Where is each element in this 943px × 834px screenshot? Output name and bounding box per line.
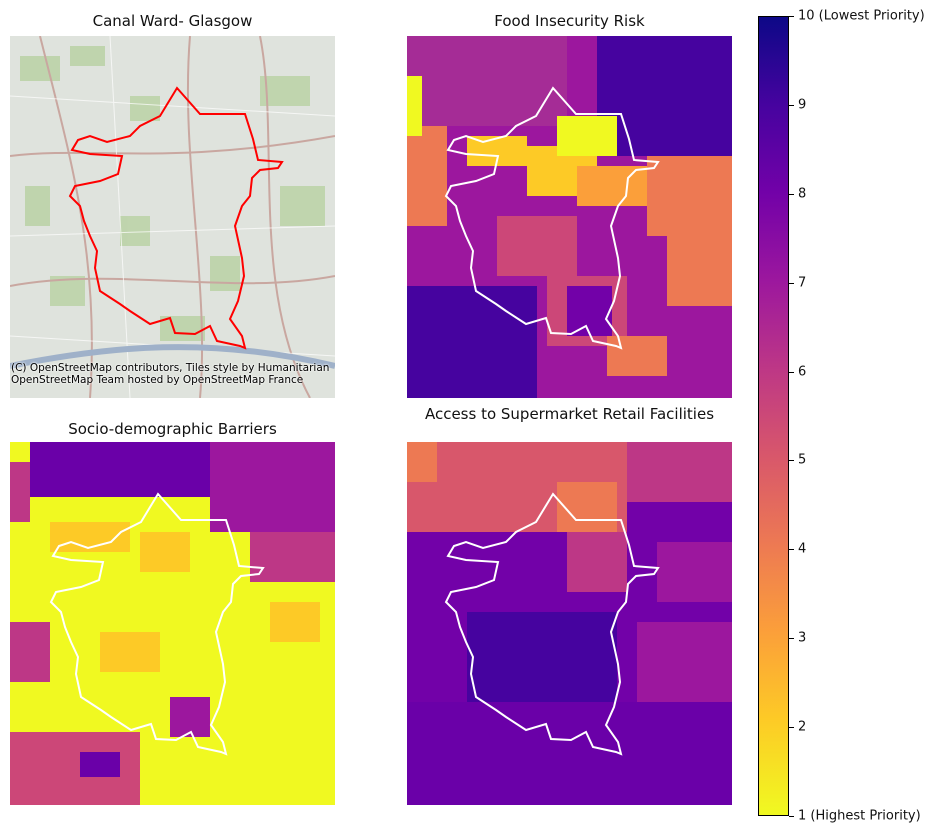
socio-demographic-map	[10, 442, 335, 805]
colorbar-tick-mark	[789, 16, 794, 17]
colorbar-tick-label: 4	[798, 541, 807, 557]
colorbar-tick-label: 7	[798, 275, 807, 291]
colorbar-tick-mark	[789, 282, 794, 284]
panel-title-basemap: Canal Ward- Glasgow	[92, 12, 253, 30]
colorbar-tick-mark	[789, 816, 794, 817]
colorbar	[758, 16, 789, 816]
colorbar-tick-label: 2	[798, 719, 807, 735]
colorbar-tick-mark	[789, 549, 794, 551]
colorbar-tick-mark	[789, 460, 794, 462]
colorbar-tick-label: 1 (Highest Priority)	[798, 808, 921, 824]
colorbar-tick-label: 6	[798, 364, 807, 380]
colorbar-tick-mark	[789, 371, 794, 373]
food-insecurity-map	[407, 36, 732, 398]
colorbar-tick-mark	[789, 193, 794, 195]
colorbar-tick-mark	[789, 638, 794, 640]
colorbar-tick-mark	[789, 104, 794, 106]
basemap-panel: (C) OpenStreetMap contributors, Tiles st…	[10, 36, 335, 398]
ward-boundary	[68, 86, 284, 350]
basemap-svg	[10, 36, 335, 398]
supermarket-access-map	[407, 442, 732, 805]
panel-title-food-insecurity: Food Insecurity Risk	[494, 12, 645, 30]
colorbar-tick-label: 9	[798, 97, 807, 113]
colorbar-tick-label: 8	[798, 186, 807, 202]
colorbar-tick-label: 3	[798, 630, 807, 646]
panel-title-socio-demographic: Socio-demographic Barriers	[68, 420, 277, 438]
colorbar-tick-label: 10 (Lowest Priority)	[798, 8, 925, 24]
colorbar-tick-label: 5	[798, 452, 807, 468]
panel-title-supermarket-access: Access to Supermarket Retail Facilities	[424, 405, 715, 423]
colorbar-tick-mark	[789, 727, 794, 729]
map-attribution: (C) OpenStreetMap contributors, Tiles st…	[11, 362, 330, 386]
